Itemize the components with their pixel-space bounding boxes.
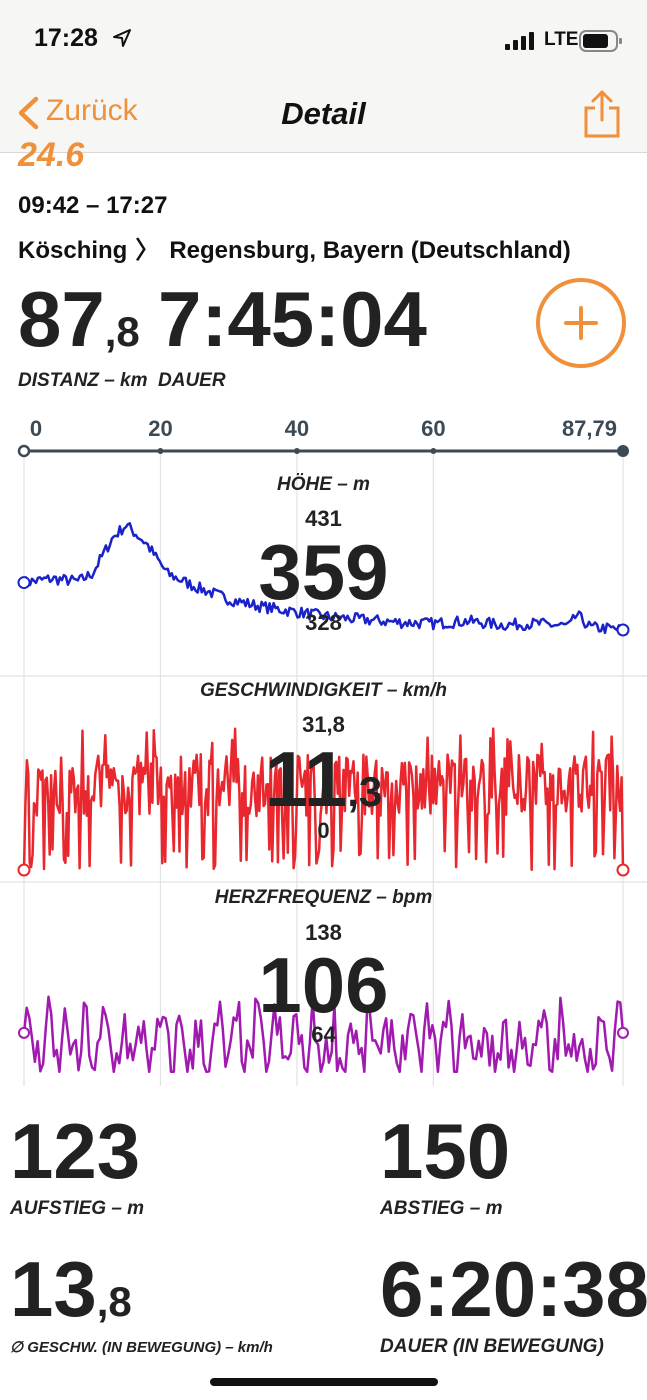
heart-rate-max: 138 [305, 920, 342, 945]
heart-rate-min: 64 [311, 1022, 336, 1047]
duration-label: DAUER [158, 370, 226, 391]
elevation-max: 431 [305, 506, 342, 531]
battery-icon [579, 30, 622, 52]
elevation-current: 359 [258, 528, 389, 616]
heart-rate-start-marker [18, 1026, 30, 1039]
elevation-start-marker [17, 576, 31, 590]
partial-value: 24.6 [18, 136, 85, 174]
heart-rate-end-marker [617, 1026, 629, 1039]
heart-rate-label: HERZFREQUENZ – bpm [214, 887, 433, 908]
axis-start-handle [17, 444, 31, 458]
speed-current: 11,3 [264, 735, 383, 823]
navigation-bar [0, 80, 647, 153]
heart-rate-current: 106 [258, 941, 389, 1029]
route: Kösching 〉 Regensburg, Bayern (Deutschland… [18, 230, 571, 265]
descent-label: ABSTIEG – m [380, 1198, 503, 1219]
next-row-value-right [380, 1385, 580, 1400]
speed-min: 0 [317, 818, 330, 843]
track-charts[interactable]: 0 20 40 60 87,79 [0, 410, 647, 1088]
heart-rate-line [22, 995, 625, 1074]
axis-tick-label: 87,79 [562, 416, 617, 441]
route-separator-icon: 〉 [135, 237, 160, 264]
axis-end-handle [617, 445, 629, 457]
next-row-value-left [10, 1385, 160, 1400]
back-button[interactable]: Zurück [46, 94, 138, 127]
moving-time-label: DAUER (IN BEWEGUNG) [380, 1336, 604, 1357]
speed-label: GESCHWINDIGKEIT – km/h [199, 680, 448, 701]
share-icon[interactable] [582, 88, 622, 140]
home-indicator [210, 1378, 438, 1386]
page-title: Detail [281, 96, 366, 131]
axis-tick-dot [430, 448, 437, 454]
ascent-label: AUFSTIEG – m [10, 1198, 145, 1219]
route-to: Regensburg, Bayern (Deutschland) [169, 237, 571, 264]
axis-tick-label: 0 [30, 416, 42, 441]
avg-speed-value: 13,8 [10, 1245, 132, 1333]
duration-value: 7:45:04 [158, 275, 427, 363]
axis-tick-label: 20 [148, 416, 172, 441]
speed-end-marker [616, 863, 630, 877]
route-from: Kösching [18, 237, 128, 264]
network-type: LTE [544, 29, 579, 50]
avg-speed-label: ∅ GESCHW. (IN BEWEGUNG) – km/h [10, 1339, 273, 1356]
time-range: 09:42 – 17:27 [18, 192, 168, 219]
axis-tick-dot [293, 448, 300, 454]
speed-line [22, 727, 625, 872]
chevron-left-icon[interactable] [16, 96, 40, 130]
cellular-signal-icon [505, 32, 534, 50]
moving-time-value: 6:20:38 [380, 1245, 647, 1333]
axis-tick-label: 40 [285, 416, 309, 441]
status-time: 17:28 [34, 24, 98, 52]
elevation-line [22, 522, 624, 635]
distance-value: 87,8 [18, 275, 140, 363]
plus-circle-icon[interactable] [535, 277, 627, 369]
descent-value: 150 [380, 1107, 511, 1195]
speed-start-marker [17, 863, 31, 877]
elevation-min: 328 [305, 610, 342, 635]
axis-tick-label: 60 [421, 416, 445, 441]
location-arrow-icon [113, 29, 131, 47]
speed-max: 31,8 [302, 712, 345, 737]
elevation-end-marker [616, 623, 630, 637]
status-bar [0, 0, 647, 80]
axis-tick-dot [157, 448, 164, 454]
elevation-label: HÖHE – m [277, 474, 370, 495]
distance-label: DISTANZ – km [18, 370, 148, 391]
ascent-value: 123 [10, 1107, 141, 1195]
